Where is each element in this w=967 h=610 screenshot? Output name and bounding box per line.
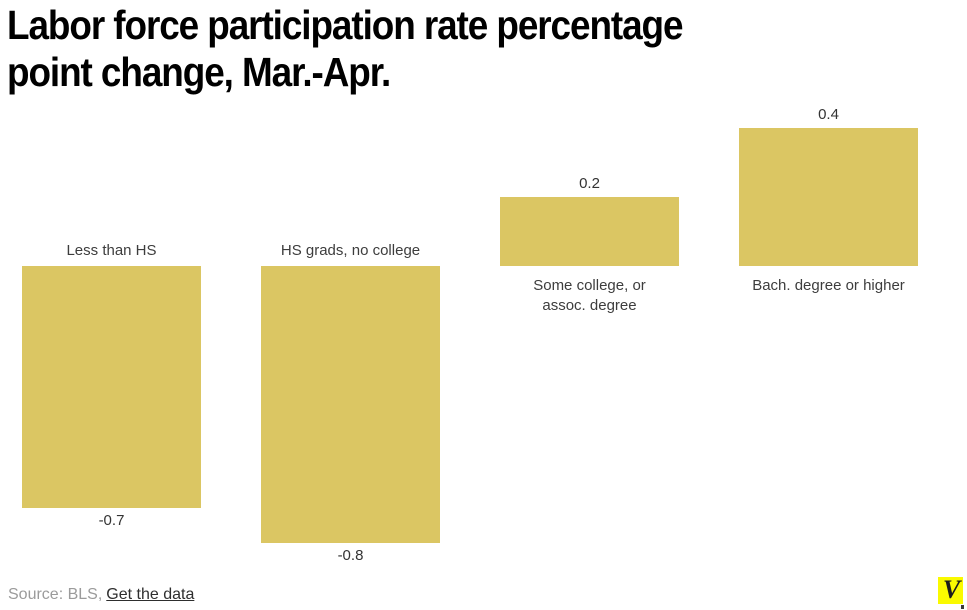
value-label-less-than-hs: -0.7 [98,512,125,529]
source-line: Source: BLS, Get the data [8,586,194,604]
category-label-less-than-hs: Less than HS [66,242,157,259]
bar-bach-degree [739,128,918,266]
bar-hs-grads [261,266,440,543]
category-label-bach-degree: Bach. degree or higher [752,277,905,294]
value-label-hs-grads: -0.8 [337,547,364,564]
get-the-data-link[interactable]: Get the data [106,586,195,603]
chart-title-line1: Labor force participation rate percentag… [7,2,684,48]
category-label-some-college: Some college, or assoc. degree [533,277,646,314]
bar-group-hs-grads: HS grads, no college -0.8 [261,0,440,610]
bar-less-than-hs [22,266,201,508]
bar-group-less-than-hs: Less than HS -0.7 [22,0,201,610]
bar-group-some-college: Some college, or assoc. degree 0.2 [500,0,679,610]
corner-dot [961,605,964,609]
vox-logo: V [938,577,963,604]
value-label-bach-degree: 0.4 [818,106,839,123]
vox-v-icon: V [942,575,961,604]
value-label-some-college: 0.2 [579,175,600,192]
bar-group-bach-degree: Bach. degree or higher 0.4 [739,0,918,610]
source-text: Source: BLS, [8,586,103,603]
category-label-hs-grads: HS grads, no college [280,242,421,259]
chart-title: Labor force participation rate percentag… [7,2,684,96]
bar-some-college [500,197,679,266]
chart-title-line2: point change, Mar.-Apr. [7,49,391,95]
